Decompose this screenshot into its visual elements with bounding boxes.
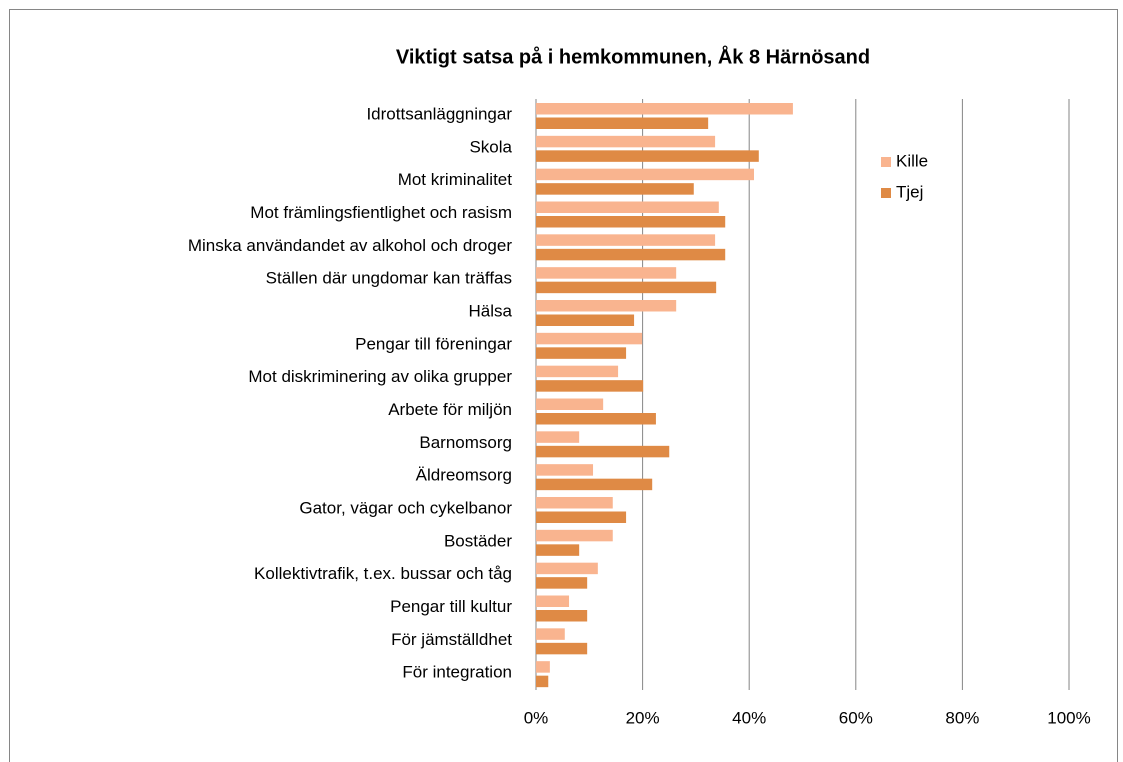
bar <box>536 135 716 148</box>
y-tick-label: Bostäder <box>444 531 512 550</box>
bar <box>536 300 677 312</box>
bar <box>536 661 550 673</box>
x-tick-label: 80% <box>945 708 979 727</box>
y-tick-label: Skola <box>469 137 512 156</box>
bar <box>536 281 717 294</box>
y-tick-label: Barnomsorg <box>419 433 512 452</box>
y-tick-label: För jämställdhet <box>391 630 512 649</box>
bar <box>536 216 726 228</box>
y-tick-label: Arbete för miljön <box>388 400 512 419</box>
bar <box>536 642 588 655</box>
legend-swatch <box>881 157 891 167</box>
bar <box>536 380 644 392</box>
bar <box>536 497 613 509</box>
bar <box>536 347 627 359</box>
bar <box>536 234 716 246</box>
x-tick-label: 40% <box>732 708 766 727</box>
x-tick-label: 60% <box>839 708 873 727</box>
bar <box>536 675 549 688</box>
bar <box>536 103 793 115</box>
bar <box>536 610 588 622</box>
bar <box>536 511 627 523</box>
y-tick-label: Mot främlingsfientlighet och rasism <box>250 203 512 222</box>
y-tick-label: Pengar till föreningar <box>355 334 512 353</box>
bar <box>536 314 635 326</box>
legend-swatch <box>881 188 891 198</box>
bar <box>536 431 580 443</box>
y-tick-label: Kollektivtrafik, t.ex. bussar och tåg <box>254 564 512 583</box>
x-tick-label: 20% <box>626 708 660 727</box>
chart-title: Viktigt satsa på i hemkommunen, Åk 8 Här… <box>396 44 870 68</box>
bar <box>536 544 580 556</box>
y-tick-label: För integration <box>402 663 512 682</box>
bar <box>536 168 754 181</box>
bar <box>536 183 694 195</box>
y-tick-label: Mot diskriminering av olika grupper <box>248 367 512 386</box>
bar <box>536 445 670 458</box>
bar <box>536 562 598 575</box>
y-tick-label: Minska användandet av alkohol och droger <box>188 236 512 255</box>
bar <box>536 577 588 589</box>
bar <box>536 248 726 261</box>
y-tick-label: Pengar till kultur <box>390 597 512 616</box>
bar <box>536 365 619 378</box>
bar <box>536 150 759 162</box>
x-tick-label: 100% <box>1047 708 1090 727</box>
y-tick-label: Mot kriminalitet <box>398 170 513 189</box>
bar <box>536 628 565 640</box>
y-tick-label: Ställen där ungdomar kan träffas <box>266 269 512 288</box>
bar <box>536 267 677 279</box>
bar <box>536 464 594 476</box>
legend-label: Tjej <box>896 182 923 201</box>
bar <box>536 117 709 129</box>
bar <box>536 529 613 542</box>
bar <box>536 398 604 410</box>
y-tick-label: Hälsa <box>469 301 513 320</box>
y-tick-label: Äldreomsorg <box>416 466 512 485</box>
bar <box>536 595 570 607</box>
y-tick-label: Idrottsanläggningar <box>366 104 512 123</box>
bar <box>536 413 656 425</box>
legend-label: Kille <box>896 151 928 170</box>
bar <box>536 201 719 213</box>
x-tick-label: 0% <box>524 708 549 727</box>
bar <box>536 332 643 345</box>
y-tick-label: Gator, vägar och cykelbanor <box>299 498 512 517</box>
bar <box>536 478 653 491</box>
